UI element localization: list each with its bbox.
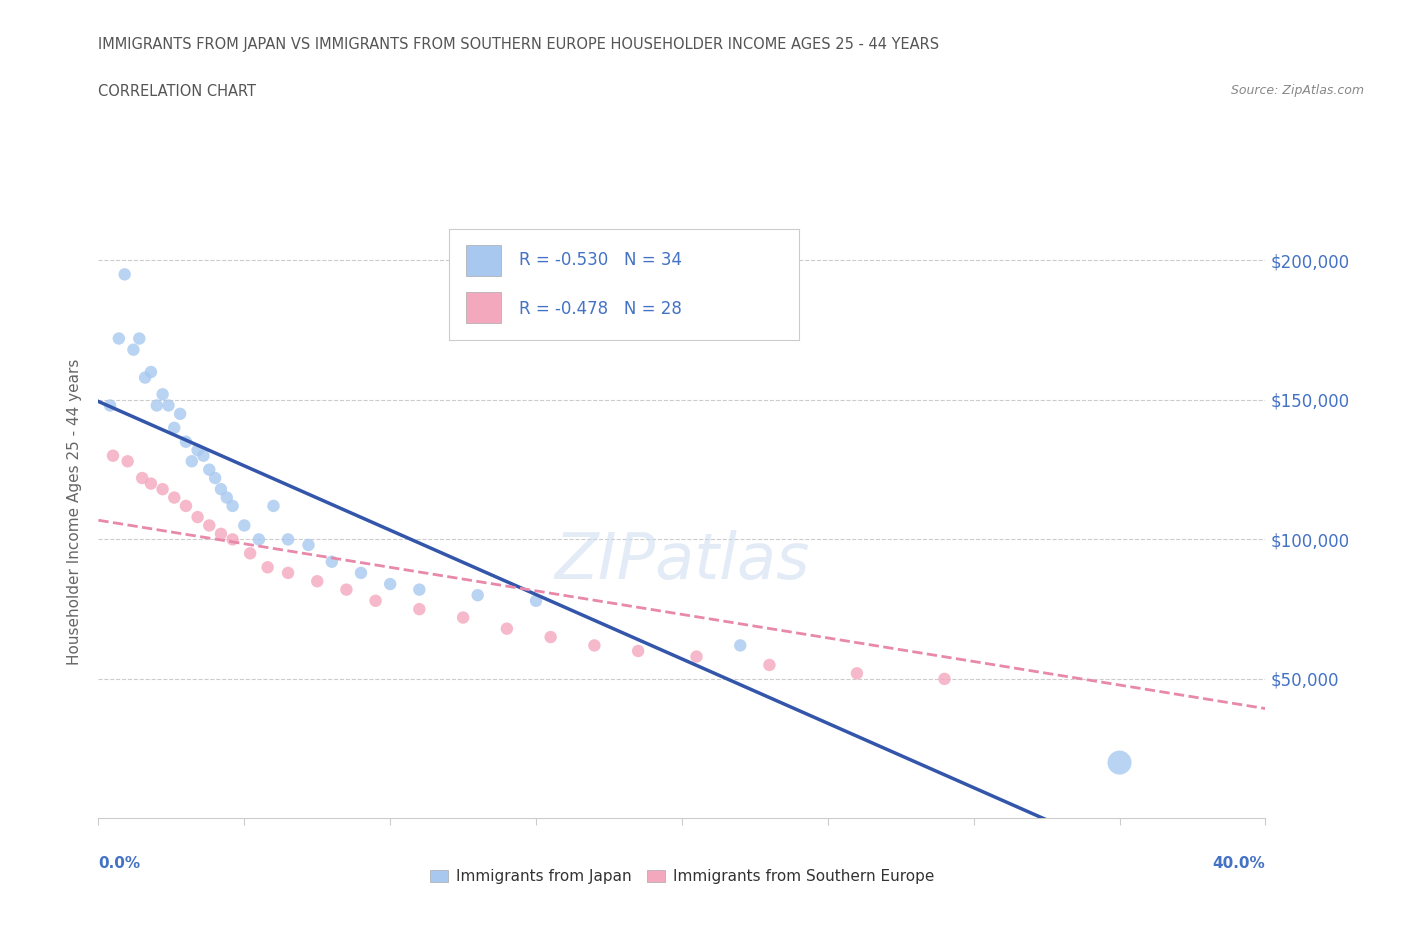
Point (408, 602, 430, 617)
Point (131, 471, 153, 485)
Point (187, 443, 209, 458)
Point (1108, 755, 1130, 770)
Point (209, 526, 232, 541)
Point (174, 498, 197, 513)
Point (128, 331, 150, 346)
Point (408, 582, 430, 597)
Point (157, 398, 180, 413)
Point (846, 666, 869, 681)
Point (277, 565, 299, 580)
Point (335, 582, 357, 597)
Point (758, 658, 780, 672)
Text: Source: ZipAtlas.com: Source: ZipAtlas.com (1230, 84, 1364, 97)
Point (198, 518, 221, 533)
Point (540, 630, 562, 644)
Point (321, 554, 343, 569)
Point (98, 398, 121, 413)
Point (209, 482, 232, 497)
Point (122, 342, 145, 357)
Point (297, 538, 319, 552)
Point (233, 518, 256, 533)
Point (221, 532, 243, 547)
Text: IMMIGRANTS FROM JAPAN VS IMMIGRANTS FROM SOUTHERN EUROPE HOUSEHOLDER INCOME AGES: IMMIGRANTS FROM JAPAN VS IMMIGRANTS FROM… (98, 37, 939, 52)
Point (169, 406, 191, 421)
Point (139, 365, 162, 379)
Point (215, 490, 238, 505)
Point (146, 398, 169, 413)
Point (163, 420, 186, 435)
Point (247, 532, 270, 547)
Point (583, 638, 606, 653)
Y-axis label: Householder Income Ages 25 - 44 years: Householder Income Ages 25 - 44 years (67, 358, 83, 665)
Point (496, 621, 519, 636)
Point (221, 498, 243, 513)
Point (524, 593, 547, 608)
Point (204, 471, 226, 485)
Point (174, 434, 197, 449)
Legend: Immigrants from Japan, Immigrants from Southern Europe: Immigrants from Japan, Immigrants from S… (423, 863, 941, 891)
Point (451, 610, 474, 625)
Point (152, 387, 174, 402)
Point (262, 498, 284, 513)
Point (934, 671, 956, 686)
Point (350, 565, 373, 580)
Point (139, 476, 162, 491)
Point (277, 532, 299, 547)
Point (730, 638, 752, 653)
Point (307, 574, 329, 589)
Point (467, 588, 489, 603)
Point (180, 454, 202, 469)
Point (101, 448, 124, 463)
Point (108, 331, 131, 346)
Text: 40.0%: 40.0% (1212, 856, 1265, 870)
Point (152, 482, 174, 497)
Text: CORRELATION CHART: CORRELATION CHART (98, 84, 256, 99)
Point (114, 267, 136, 282)
Point (364, 593, 387, 608)
Point (163, 490, 186, 505)
Point (256, 560, 278, 575)
Point (117, 454, 139, 469)
Point (627, 644, 650, 658)
Text: ZIPatlas: ZIPatlas (554, 529, 810, 591)
Text: 0.0%: 0.0% (98, 856, 141, 870)
Point (380, 577, 402, 591)
Point (193, 448, 215, 463)
Point (685, 649, 707, 664)
Point (187, 510, 209, 525)
Point (198, 462, 221, 477)
Point (134, 370, 156, 385)
Point (239, 546, 262, 561)
